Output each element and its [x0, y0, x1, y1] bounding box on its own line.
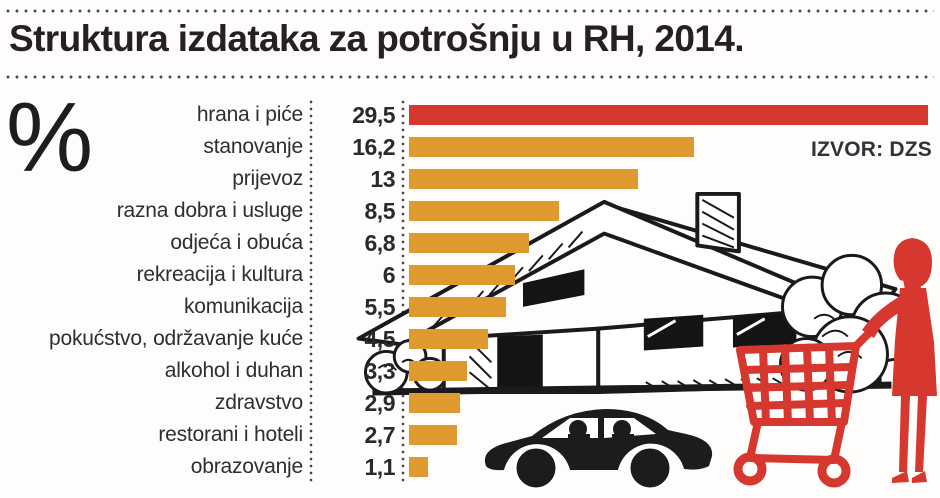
chart-row: alkohol i duhan 3,3 [0, 355, 940, 387]
category-label: razna dobra i usluge [116, 199, 303, 222]
value-label: 29,5 [352, 101, 395, 128]
chart-row: restorani i hoteli 2,7 [0, 419, 940, 451]
value-label: 13 [370, 165, 395, 192]
top-dotted-divider [6, 9, 934, 13]
chart-row: stanovanje 16,2 [0, 131, 940, 163]
category-label: zdravstvo [214, 391, 303, 414]
title-bottom-dotted-divider [6, 75, 934, 79]
label-value-dotted-divider [309, 100, 313, 484]
value-label: 8,5 [364, 197, 396, 224]
bar [409, 393, 460, 413]
category-label: hrana i piće [196, 103, 303, 126]
chart-row: zdravstvo 2,9 [0, 387, 940, 419]
value-label: 1,1 [364, 453, 396, 480]
bar [409, 361, 467, 381]
bar [409, 105, 928, 125]
category-label: stanovanje [203, 135, 303, 158]
category-label: rekreacija i kultura [136, 263, 304, 286]
value-label: 16,2 [352, 133, 395, 160]
bar [409, 201, 559, 221]
chart-row: razna dobra i usluge 8,5 [0, 195, 940, 227]
value-label: 4,5 [364, 325, 396, 352]
category-label: komunikacija [184, 295, 303, 318]
value-label: 6,8 [364, 229, 396, 256]
bar [409, 265, 515, 285]
car-silhouette-illustration [484, 409, 713, 491]
value-label: 2,7 [364, 421, 396, 448]
category-label: restorani i hoteli [158, 423, 303, 446]
category-label: odjeća i obuća [170, 231, 303, 254]
category-label: prijevoz [232, 167, 303, 190]
woman-with-shopping-cart-illustration [733, 238, 937, 488]
value-label: 5,5 [364, 293, 396, 320]
value-bar-dotted-divider [401, 100, 405, 484]
value-label: 6 [382, 261, 396, 288]
source-label: IZVOR: DZS [811, 138, 932, 161]
bar [409, 169, 638, 189]
chart-row: prijevoz 13 [0, 163, 940, 195]
category-label: alkohol i duhan [164, 359, 303, 382]
chart-row: obrazovanje 1,1 [0, 451, 940, 483]
bar-chart: hrana i piće 29,5 stanovanje 16,2 prijevoz 13… [0, 99, 940, 483]
chart-row: pokućstvo, održavanje kuće 4,5 [0, 323, 940, 355]
bar [409, 329, 488, 349]
value-label: 2,9 [364, 389, 396, 416]
bar [409, 457, 428, 477]
category-label: pokućstvo, održavanje kuće [49, 327, 303, 350]
value-label: 3,3 [364, 357, 396, 384]
bar [409, 233, 529, 253]
chart-row: hrana i piće 29,5 [0, 99, 940, 131]
bar [409, 425, 457, 445]
category-label: obrazovanje [190, 455, 303, 478]
page-title: Struktura izdataka za potrošnju u RH, 20… [9, 18, 745, 59]
bar [409, 297, 506, 317]
chart-row: rekreacija i kultura 6 [0, 259, 940, 291]
chart-row: komunikacija 5,5 [0, 291, 940, 323]
bar [409, 137, 694, 157]
percent-unit-symbol: % [6, 82, 94, 192]
chart-row: odjeća i obuća 6,8 [0, 227, 940, 259]
